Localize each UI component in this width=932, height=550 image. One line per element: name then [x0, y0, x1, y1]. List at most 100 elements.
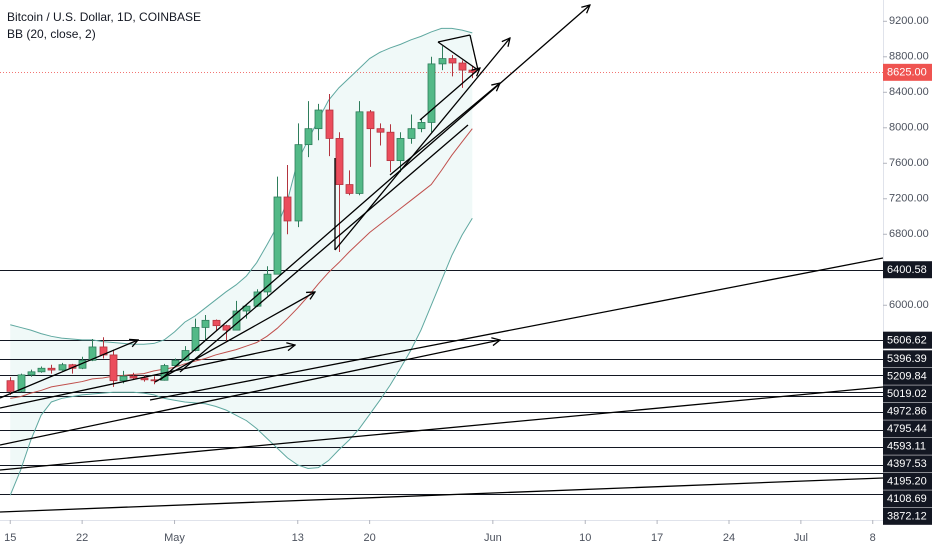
y-tick-label: 6800.00	[889, 228, 929, 240]
y-tick-label: 8800.00	[889, 51, 929, 63]
candle-body	[263, 273, 272, 293]
y-tick-label: 6000.00	[889, 299, 929, 311]
y-tick-label: 7600.00	[889, 157, 929, 169]
y-tick-label: 8000.00	[889, 122, 929, 134]
candle-body	[88, 346, 97, 361]
level-label: 5396.39	[887, 353, 927, 365]
level-label: 4972.86	[887, 406, 927, 418]
candle-body	[129, 375, 138, 379]
candle-body	[294, 144, 303, 222]
level-label-box	[883, 367, 932, 385]
candle-body	[37, 367, 46, 373]
level-label-box	[883, 402, 932, 420]
candle-body	[396, 138, 405, 162]
candle-body	[314, 109, 323, 130]
candle-body	[376, 128, 385, 133]
x-tick-label: 8	[870, 532, 876, 544]
level-label-box	[883, 261, 932, 279]
trend-arrow	[389, 83, 500, 176]
level-label-box	[883, 455, 932, 473]
trend-line	[0, 386, 883, 471]
candle-body	[212, 319, 221, 327]
candle-body	[191, 327, 200, 351]
candle-body	[201, 319, 210, 328]
candle-body	[417, 122, 426, 130]
candle-body	[458, 62, 467, 71]
x-tick-label: 20	[364, 532, 376, 544]
candle-body	[304, 128, 313, 146]
level-label-box	[883, 350, 932, 368]
candle-body	[407, 128, 416, 139]
level-label-box	[883, 385, 932, 403]
level-label: 5606.62	[887, 335, 927, 347]
trend-arrow	[0, 340, 500, 446]
level-label-box	[883, 420, 932, 438]
level-label: 3872.12	[887, 511, 927, 523]
level-label: 4795.44	[887, 423, 927, 435]
bb-lower	[9, 218, 473, 496]
trend-line	[0, 477, 883, 513]
candle-body	[355, 111, 364, 194]
x-tick-label: 22	[76, 532, 88, 544]
trend-line	[437, 34, 471, 43]
trend-drawings	[0, 5, 883, 513]
bb-upper	[10, 27, 473, 345]
x-tick-label: 24	[723, 532, 735, 544]
bb-middle	[10, 128, 473, 399]
level-label-box	[883, 437, 932, 455]
candle-body	[335, 138, 344, 185]
trend-line	[179, 124, 469, 373]
trend-arrow	[0, 345, 295, 409]
x-tick-label: Jul	[794, 532, 808, 544]
candle-body	[27, 371, 36, 376]
level-label: 5209.84	[887, 371, 927, 383]
candle-body	[325, 109, 334, 139]
level-label: 4195.20	[887, 476, 927, 488]
trend-arrow	[0, 340, 138, 399]
candle-body	[222, 325, 231, 331]
trend-line	[437, 41, 479, 71]
y-tick-label: 7200.00	[889, 193, 929, 205]
candle-body	[119, 375, 128, 382]
x-tick-label: 15	[4, 532, 16, 544]
trend-line	[149, 257, 883, 401]
candle-body	[438, 58, 447, 65]
last-price-label: 8625.00	[887, 67, 927, 79]
candle-body	[6, 380, 15, 392]
candle-body	[273, 196, 282, 275]
trend-arrow	[159, 5, 590, 381]
chart-title: Bitcoin / U.S. Dollar, 1D, COINBASE	[7, 10, 201, 24]
y-tick-label: 9200.00	[889, 15, 929, 27]
x-tick-label: 10	[579, 532, 591, 544]
plot-area	[0, 27, 883, 496]
level-label-box	[883, 507, 932, 525]
candle-body	[47, 367, 56, 371]
trend-arrow	[419, 68, 480, 121]
candle-body	[242, 305, 251, 312]
candle-body	[17, 374, 26, 392]
candle-body	[448, 58, 457, 64]
level-label: 4593.11	[887, 441, 926, 453]
trend-arrow	[154, 292, 315, 383]
level-label-box	[883, 490, 932, 508]
level-label: 6400.58	[887, 264, 927, 276]
candle-body	[366, 111, 375, 130]
x-tick-label: May	[164, 532, 185, 544]
x-tick-label: 17	[651, 532, 663, 544]
level-label: 4397.53	[887, 458, 927, 470]
candle-body	[283, 196, 292, 222]
candle-body	[386, 131, 395, 162]
candle-body	[345, 184, 354, 194]
last-price-box	[883, 63, 932, 81]
level-label-box	[883, 331, 932, 349]
indicator-label: BB (20, close, 2)	[7, 27, 96, 41]
level-label: 5019.02	[887, 388, 927, 400]
candle-body	[109, 354, 118, 382]
y-tick-label: 8400.00	[889, 86, 929, 98]
level-label-box	[883, 472, 932, 490]
x-tick-label: Jun	[484, 532, 502, 544]
level-label: 4108.69	[887, 493, 927, 505]
candle-body	[427, 63, 436, 123]
trend-line	[469, 34, 479, 71]
